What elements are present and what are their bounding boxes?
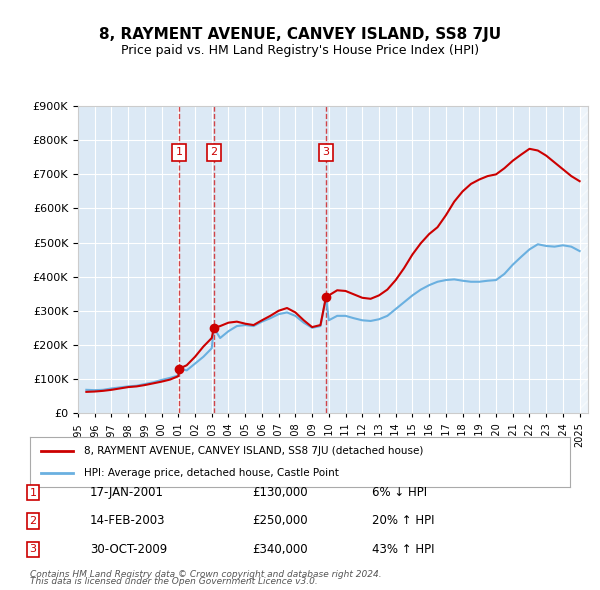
Text: 8, RAYMENT AVENUE, CANVEY ISLAND, SS8 7JU (detached house): 8, RAYMENT AVENUE, CANVEY ISLAND, SS8 7J… xyxy=(84,445,424,455)
Text: £130,000: £130,000 xyxy=(252,486,308,499)
Text: 8, RAYMENT AVENUE, CANVEY ISLAND, SS8 7JU: 8, RAYMENT AVENUE, CANVEY ISLAND, SS8 7J… xyxy=(99,27,501,41)
Text: 1: 1 xyxy=(29,488,37,497)
Text: 2: 2 xyxy=(29,516,37,526)
Text: 43% ↑ HPI: 43% ↑ HPI xyxy=(372,543,434,556)
Text: This data is licensed under the Open Government Licence v3.0.: This data is licensed under the Open Gov… xyxy=(30,578,318,586)
Text: 17-JAN-2001: 17-JAN-2001 xyxy=(90,486,164,499)
Text: 2: 2 xyxy=(210,148,217,157)
Text: 14-FEB-2003: 14-FEB-2003 xyxy=(90,514,166,527)
Text: £250,000: £250,000 xyxy=(252,514,308,527)
Text: 3: 3 xyxy=(29,545,37,554)
Text: Price paid vs. HM Land Registry's House Price Index (HPI): Price paid vs. HM Land Registry's House … xyxy=(121,44,479,57)
Text: 1: 1 xyxy=(176,148,182,157)
Text: Contains HM Land Registry data © Crown copyright and database right 2024.: Contains HM Land Registry data © Crown c… xyxy=(30,571,382,579)
Text: HPI: Average price, detached house, Castle Point: HPI: Average price, detached house, Cast… xyxy=(84,468,339,478)
Text: 6% ↓ HPI: 6% ↓ HPI xyxy=(372,486,427,499)
Text: 30-OCT-2009: 30-OCT-2009 xyxy=(90,543,167,556)
Text: 3: 3 xyxy=(322,148,329,157)
Text: £340,000: £340,000 xyxy=(252,543,308,556)
Text: 20% ↑ HPI: 20% ↑ HPI xyxy=(372,514,434,527)
